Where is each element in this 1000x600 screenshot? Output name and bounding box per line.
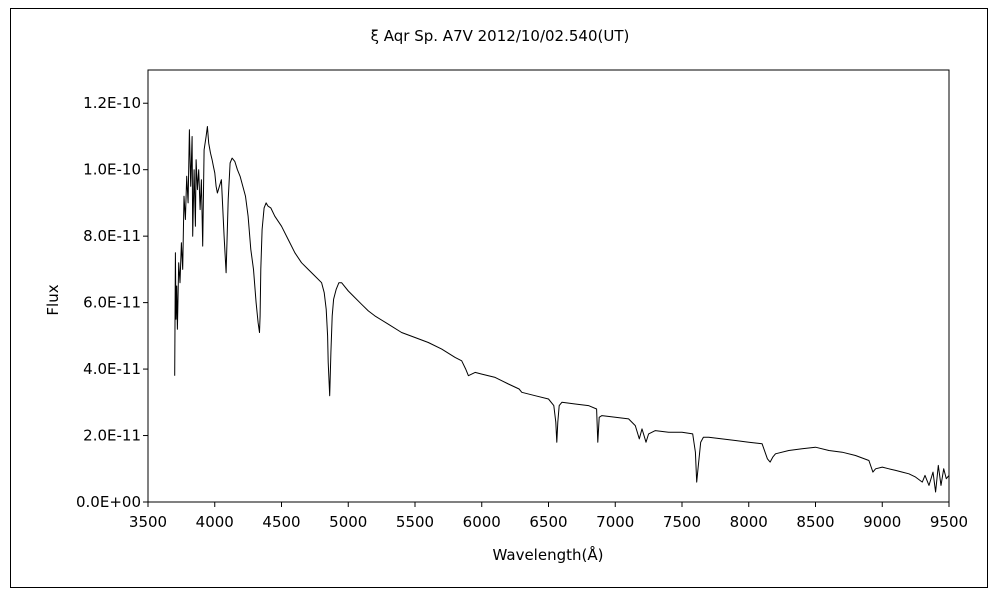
x-tick-label: 4000 [196, 513, 234, 531]
x-tick-label: 6500 [529, 513, 567, 531]
x-tick-label: 7500 [663, 513, 701, 531]
x-tick-label: 7000 [596, 513, 634, 531]
x-tick-label: 8000 [730, 513, 768, 531]
y-tick-label: 1.0E-10 [83, 161, 141, 179]
x-axis: 3500 4000 4500 5000 5500 6000 6500 7000 7500 8000… [129, 502, 968, 531]
y-tick-label: 0.0E+00 [76, 493, 141, 511]
y-tick-label: 2.0E-11 [83, 427, 141, 445]
x-tick-label: 8500 [796, 513, 834, 531]
y-axis-title: Flux [44, 284, 62, 315]
x-tick-label: 6000 [463, 513, 501, 531]
x-tick-label: 9500 [930, 513, 968, 531]
x-tick-label: 5500 [396, 513, 434, 531]
chart-title: ξ Aqr Sp. A7V 2012/10/02.540(UT) [371, 27, 630, 45]
x-axis-title: Wavelength(Å) [493, 545, 604, 564]
y-tick-label: 8.0E-11 [83, 227, 141, 245]
x-tick-label: 3500 [129, 513, 167, 531]
spectrum-line [174, 126, 950, 493]
series-layer [174, 126, 950, 493]
y-tick-label: 6.0E-11 [83, 294, 141, 312]
x-tick-label: 9000 [863, 513, 901, 531]
y-tick-label: 1.2E-10 [83, 94, 141, 112]
x-tick-label: 4500 [262, 513, 300, 531]
y-tick-label: 4.0E-11 [83, 360, 141, 378]
chart-frame [10, 8, 988, 588]
plot-area [147, 69, 950, 503]
y-axis: 0.0E+00 2.0E-11 4.0E-11 6.0E-11 8.0E-11 1.0E-… [76, 94, 148, 511]
x-tick-label: 5000 [329, 513, 367, 531]
